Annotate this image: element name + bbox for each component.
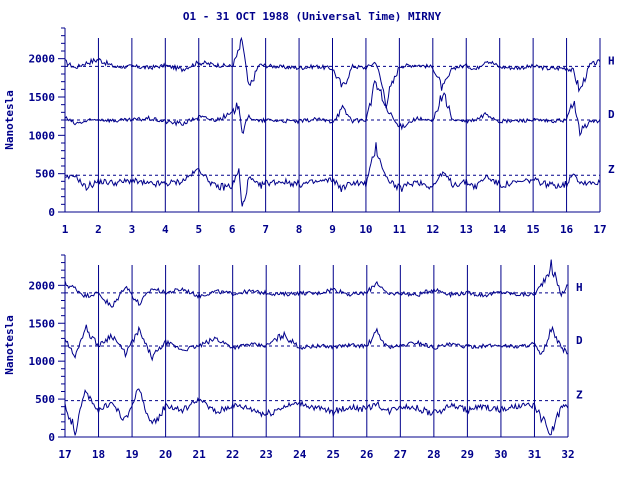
y-axis-label: Nanotesla (3, 315, 16, 375)
x-tick-label: 31 (528, 448, 542, 461)
series-trace-Z (64, 142, 601, 207)
x-tick-label: 16 (560, 223, 574, 236)
x-tick-label: 19 (125, 448, 138, 461)
x-tick-label: 20 (159, 448, 172, 461)
x-tick-label: 10 (359, 223, 372, 236)
x-tick-label: 3 (129, 223, 136, 236)
x-tick-label: 13 (460, 223, 473, 236)
series-trace-D (64, 79, 601, 137)
series-label-H: H (608, 54, 615, 67)
x-tick-label: 5 (195, 223, 202, 236)
y-tick-label: 0 (48, 431, 55, 444)
x-tick-label: 29 (461, 448, 474, 461)
y-tick-label: 2000 (29, 53, 56, 66)
y-tick-label: 1500 (29, 91, 56, 104)
x-tick-label: 15 (527, 223, 540, 236)
x-tick-label: 17 (58, 448, 71, 461)
x-tick-label: 30 (494, 448, 507, 461)
series-trace-H (64, 36, 601, 109)
x-tick-label: 8 (296, 223, 303, 236)
series-label-Z: Z (608, 163, 615, 176)
y-tick-label: 1500 (29, 317, 56, 330)
x-tick-label: 14 (493, 223, 507, 236)
x-tick-label: 4 (162, 223, 169, 236)
x-tick-label: 6 (229, 223, 236, 236)
panel-2: 17 18 19 20 21 22 23 24 25 26 27 28 29 30 31 32 0 500 1000… (3, 254, 583, 461)
series-label-D: D (608, 108, 615, 121)
series-trace-D (64, 324, 569, 362)
series-label-H: H (576, 281, 583, 294)
y-axis-label: Nanotesla (3, 90, 16, 150)
x-tick-label: 11 (393, 223, 407, 236)
series-trace-H (64, 259, 569, 308)
x-tick-label: 22 (226, 448, 239, 461)
series-label-D: D (576, 334, 583, 347)
x-tick-label: 32 (561, 448, 574, 461)
y-tick-label: 1000 (29, 355, 56, 368)
x-tick-label: 2 (95, 223, 102, 236)
x-tick-label: 27 (394, 448, 407, 461)
x-tick-label: 9 (329, 223, 336, 236)
x-tick-label: 1 (62, 223, 69, 236)
x-tick-label: 23 (260, 448, 273, 461)
x-tick-label: 12 (426, 223, 439, 236)
chart-title: O1 - 31 OCT 1988 (Universal Time) MIRNY (183, 10, 442, 23)
x-tick-label: 24 (293, 448, 307, 461)
x-tick-label: 18 (92, 448, 105, 461)
series-trace-Z (64, 388, 569, 436)
x-tick-label: 17 (593, 223, 606, 236)
series-label-Z: Z (576, 389, 583, 402)
y-tick-label: 500 (35, 393, 55, 406)
x-tick-label: 7 (262, 223, 269, 236)
y-tick-label: 500 (35, 168, 55, 181)
x-tick-label: 26 (360, 448, 374, 461)
x-tick-label: 28 (427, 448, 440, 461)
y-tick-label: 0 (48, 206, 55, 219)
y-tick-label: 2000 (29, 279, 56, 292)
x-tick-label: 25 (327, 448, 340, 461)
panel-1: 1 2 3 4 5 6 7 8 9 10 11 12 13 14 15 16 17050010001500200… (3, 27, 615, 236)
y-tick-label: 1000 (29, 129, 56, 142)
x-tick-label: 21 (193, 448, 207, 461)
